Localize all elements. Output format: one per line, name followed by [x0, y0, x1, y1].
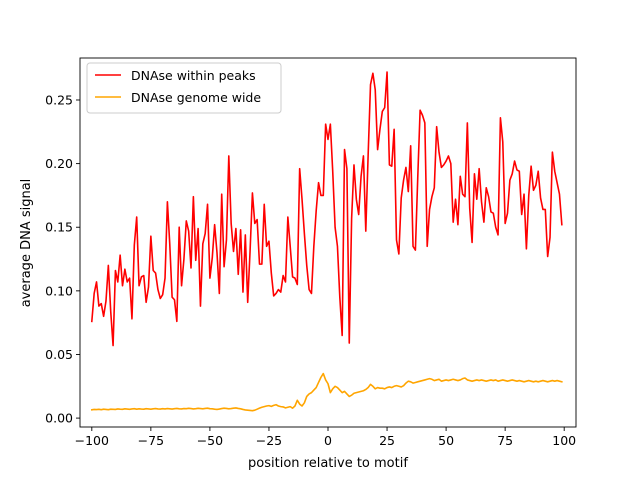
y-tick-label: 0.05 [45, 347, 73, 362]
series-layer [90, 71, 563, 412]
series-line-1 [90, 372, 563, 412]
x-tick-label: 25 [379, 433, 395, 448]
series-line-0 [90, 71, 563, 347]
y-tick-label: 0.15 [45, 220, 73, 235]
x-tick-label: −50 [197, 433, 223, 448]
y-axis-label: average DNA signal [19, 179, 34, 308]
x-tick-label: 75 [497, 433, 513, 448]
y-tick-label: 0.10 [45, 283, 73, 298]
legend-label-series-0: DNAse within peaks [131, 68, 256, 83]
x-tick-label: 0 [324, 433, 332, 448]
x-axis-label: position relative to motif [248, 456, 408, 471]
y-tick-label: 0.25 [45, 92, 73, 107]
x-tick-label: −25 [256, 433, 282, 448]
y-tick-label: 0.00 [45, 411, 73, 426]
legend: DNAse within peaks DNAse genome wide [86, 62, 282, 114]
legend-label-series-1: DNAse genome wide [131, 90, 261, 105]
x-tick-label: 50 [438, 433, 454, 448]
axes-layer: −100 −75 −50 −25 0 25 50 75 100 0.00 0.05 0.10 0.15 0… [45, 57, 577, 448]
x-tick-label: 100 [552, 433, 576, 448]
x-tick-label: −100 [75, 433, 109, 448]
y-tick-label: 0.20 [45, 156, 73, 171]
x-tick-label: −75 [138, 433, 164, 448]
legend-box [86, 62, 282, 114]
